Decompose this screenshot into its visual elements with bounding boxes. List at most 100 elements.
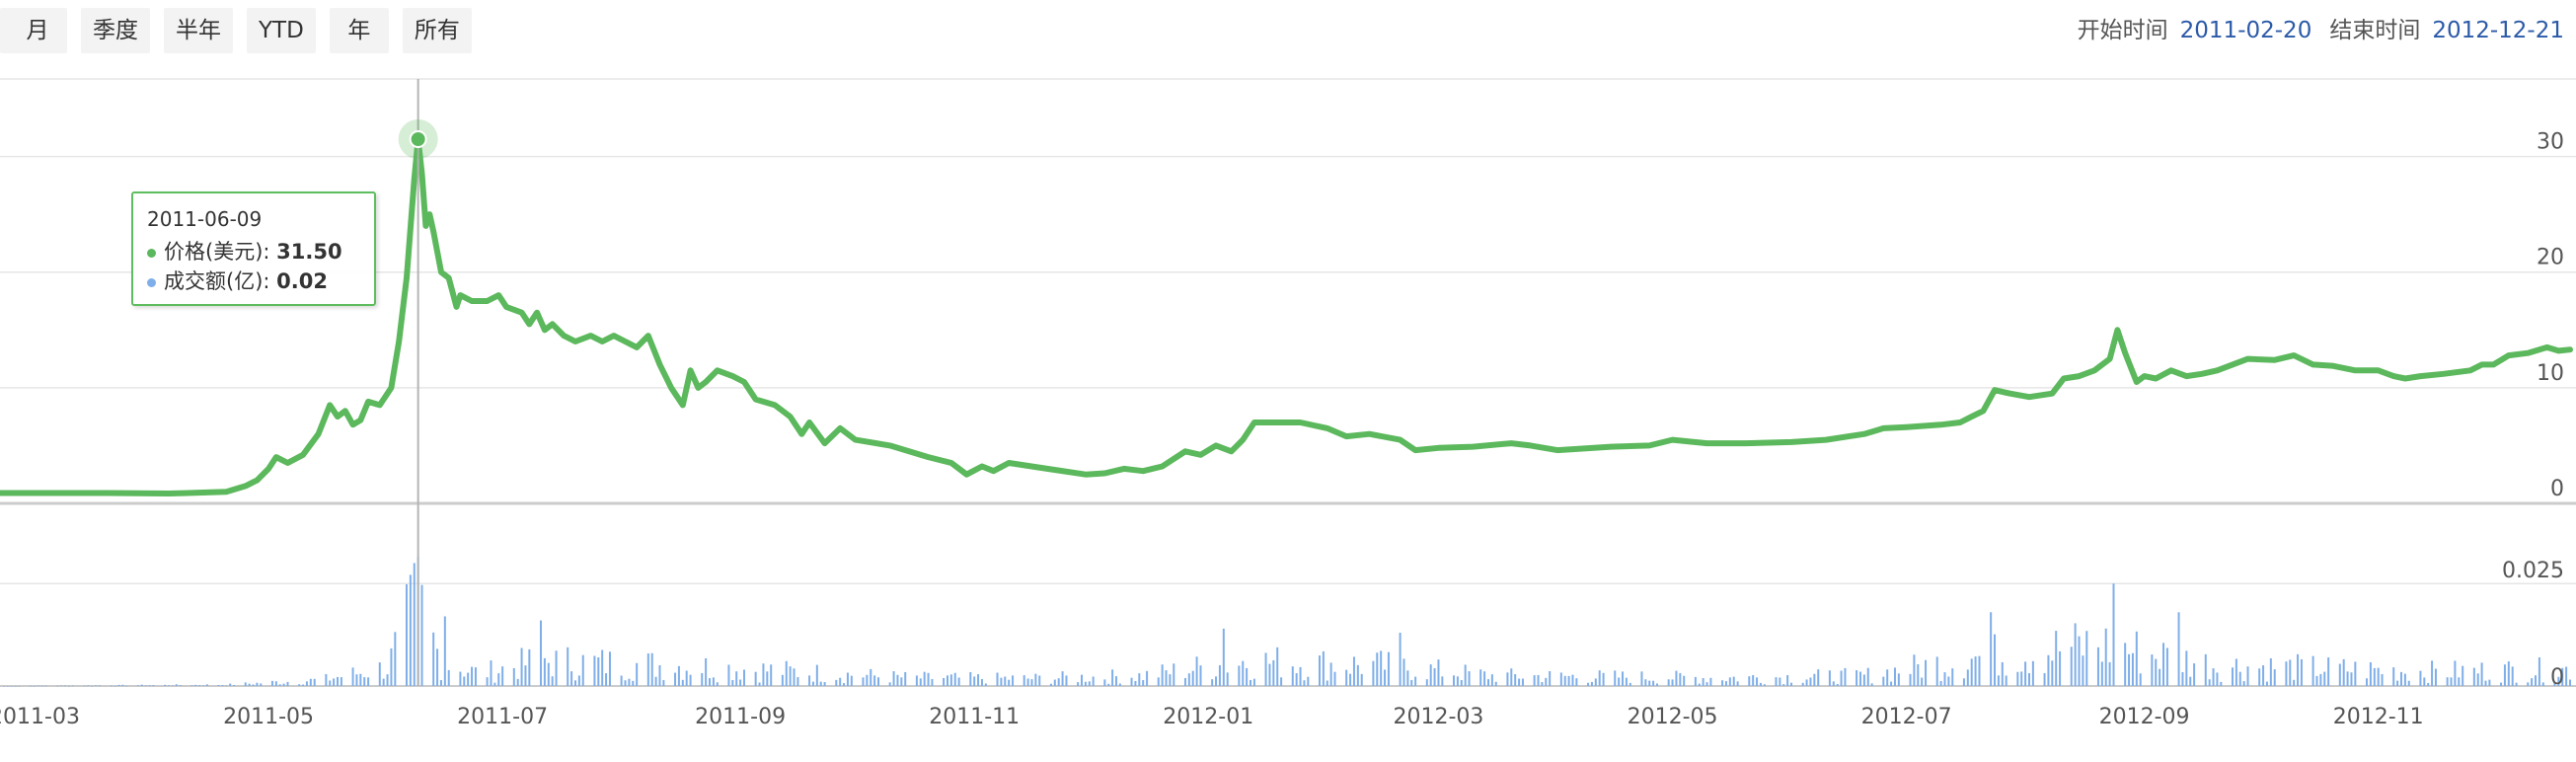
volume-bar — [194, 684, 197, 686]
volume-bar — [1173, 663, 1175, 686]
volume-bar — [2507, 661, 2510, 686]
volume-bar — [1893, 667, 1896, 686]
x-tick-label: 2011-11 — [929, 705, 1020, 729]
volume-bar — [1629, 682, 1631, 686]
volume-bar — [1667, 679, 1670, 686]
volume-bar — [1360, 673, 1363, 686]
price-y-tick-label: 0 — [2550, 477, 2564, 501]
volume-bar — [1533, 675, 1536, 686]
volume-bar — [1464, 664, 1467, 686]
volume-bar — [770, 664, 773, 686]
x-tick-label: 2011-05 — [223, 705, 314, 729]
volume-bar — [766, 671, 769, 686]
volume-bar — [390, 648, 393, 686]
volume-bar — [646, 653, 649, 686]
y-axis-labels: 0 10 20 30 0 0.025 — [2502, 130, 2564, 690]
volume-bar — [2135, 631, 2138, 686]
volume-bar — [540, 620, 543, 686]
volume-bar — [248, 683, 251, 686]
price-series — [0, 136, 2573, 496]
volume-bar — [1790, 682, 1793, 686]
volume-bar — [198, 685, 201, 686]
volume-bar — [573, 680, 576, 686]
range-button-month[interactable]: 月 — [0, 8, 67, 53]
volume-bar — [2108, 661, 2111, 686]
volume-bar — [1756, 677, 1759, 686]
volume-bar — [2342, 658, 2345, 686]
volume-bar — [2189, 676, 2192, 686]
volume-bar — [2128, 653, 2131, 686]
volume-bar — [712, 677, 715, 686]
volume-bar — [1709, 677, 1712, 686]
volume-bar — [1782, 684, 1785, 686]
volume-bar — [973, 676, 976, 686]
volume-bar — [1349, 673, 1352, 686]
price-y-tick-label: 30 — [2537, 130, 2564, 155]
volume-bar — [900, 677, 903, 686]
volume-bar — [677, 665, 680, 686]
volume-bar — [873, 675, 876, 686]
volume-bar — [1640, 671, 1643, 686]
volume-bar — [1333, 671, 1336, 686]
volume-bar — [1594, 678, 1597, 686]
volume-bar — [60, 685, 63, 687]
volume-bar — [888, 682, 891, 686]
start-date-label: 开始时间 — [2077, 18, 2168, 43]
range-button-year[interactable]: 年 — [329, 8, 389, 53]
volume-bar — [302, 684, 305, 686]
volume-bar — [1318, 655, 1321, 686]
volume-bar — [467, 672, 470, 686]
volume-bar — [1215, 676, 1218, 686]
volume-bar — [382, 678, 385, 686]
volume-bar — [110, 685, 113, 687]
volume-bar — [2289, 659, 2292, 686]
volume-bar — [1759, 682, 1762, 686]
volume-bar — [1622, 671, 1625, 686]
volume-bar — [2434, 668, 2437, 686]
volume-bar — [1238, 665, 1241, 686]
volume-bar — [1483, 671, 1486, 686]
volume-bar — [1272, 659, 1275, 686]
volume-bar — [2458, 677, 2461, 686]
volume-bar — [2031, 660, 2034, 686]
price-dot-icon — [147, 248, 156, 258]
volume-bar — [333, 678, 336, 686]
volume-bar — [739, 679, 742, 686]
volume-bar — [1541, 682, 1544, 686]
tooltip-price-value: 31.50 — [276, 240, 342, 264]
volume-bar — [2005, 675, 2008, 686]
volume-bar — [337, 676, 340, 686]
volume-bar — [1732, 676, 1735, 686]
range-button-half-year[interactable]: 半年 — [164, 8, 233, 53]
range-button-quarter[interactable]: 季度 — [81, 8, 150, 53]
date-range: 开始时间 2011-02-20 结束时间 2012-12-21 — [2078, 8, 2570, 53]
range-button-all[interactable]: 所有 — [402, 8, 472, 53]
start-date-input[interactable]: 2011-02-20 — [2179, 18, 2312, 43]
volume-bar — [1226, 672, 1229, 686]
volume-bar — [1291, 666, 1294, 686]
volume-bar — [1994, 634, 1997, 686]
volume-bar — [520, 648, 523, 686]
volume-bar — [1763, 684, 1766, 686]
volume-bar — [547, 662, 550, 686]
volume-bar — [2055, 631, 2058, 686]
volume-bar — [681, 679, 684, 686]
volume-bar — [1468, 671, 1471, 686]
volume-bar — [2323, 671, 2326, 686]
volume-bar — [931, 678, 934, 686]
volume-bar — [2531, 678, 2534, 686]
volume-bar — [1559, 672, 1562, 686]
volume-bar — [1023, 675, 1025, 686]
volume-bar — [727, 664, 730, 686]
volume-bar — [2403, 673, 2406, 686]
volume-bar — [1049, 683, 1052, 686]
range-button-ytd[interactable]: YTD — [247, 8, 316, 53]
volume-bar — [1939, 680, 1942, 686]
volume-bar — [2100, 661, 2103, 686]
volume-bar — [896, 674, 899, 686]
volume-bar — [282, 683, 285, 686]
end-date-input[interactable]: 2012-12-21 — [2432, 18, 2564, 43]
volume-bar — [260, 683, 263, 686]
volume-bar — [493, 682, 496, 686]
